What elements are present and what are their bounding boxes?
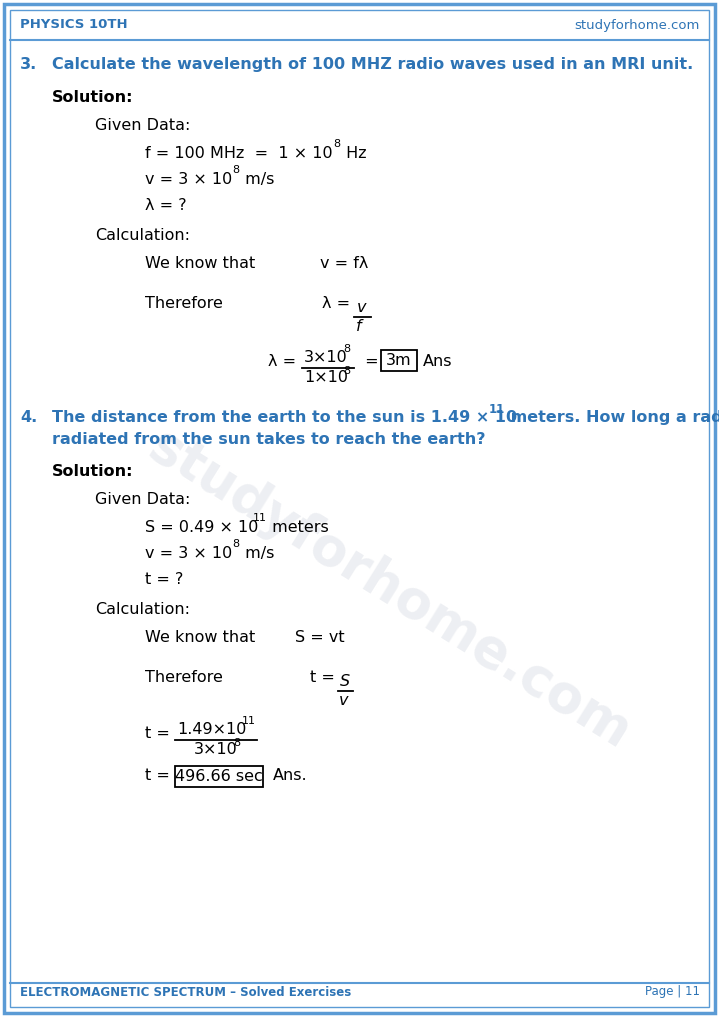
Text: S = 0.49 × 10: S = 0.49 × 10	[145, 520, 258, 535]
Text: 496.66 sec: 496.66 sec	[175, 769, 263, 784]
Text: f: f	[356, 319, 362, 334]
Text: Given Data:: Given Data:	[95, 118, 191, 133]
Text: t =: t =	[145, 726, 175, 741]
Text: 3×10: 3×10	[304, 350, 348, 365]
Text: Therefore: Therefore	[145, 296, 223, 311]
Text: f = 100 MHz  =  1 × 10: f = 100 MHz = 1 × 10	[145, 146, 333, 161]
Text: 8: 8	[333, 139, 340, 149]
Text: S: S	[340, 674, 350, 689]
Text: meters. How long a radio pulse: meters. How long a radio pulse	[505, 410, 719, 425]
Text: meters: meters	[267, 520, 329, 535]
Text: v = 3 × 10: v = 3 × 10	[145, 172, 232, 187]
Text: 8: 8	[343, 366, 350, 376]
Text: λ = ?: λ = ?	[145, 198, 187, 213]
Text: t = ?: t = ?	[145, 572, 183, 587]
Text: t =: t =	[310, 670, 340, 685]
Text: m/s: m/s	[240, 172, 275, 187]
Text: Calculation:: Calculation:	[95, 602, 190, 617]
Text: We know that: We know that	[145, 630, 255, 645]
Text: Solution:: Solution:	[52, 89, 134, 105]
Text: Solution:: Solution:	[52, 464, 134, 479]
Text: Ans: Ans	[423, 354, 452, 369]
Text: studyforhome.com: studyforhome.com	[574, 18, 700, 32]
Text: Calculation:: Calculation:	[95, 228, 190, 243]
Text: PHYSICS 10TH: PHYSICS 10TH	[20, 18, 128, 32]
Text: v: v	[339, 693, 349, 708]
Text: radiated from the sun takes to reach the earth?: radiated from the sun takes to reach the…	[52, 432, 485, 447]
Text: 8: 8	[232, 165, 239, 175]
Text: Given Data:: Given Data:	[95, 492, 191, 507]
Text: Therefore: Therefore	[145, 670, 223, 685]
Text: 8: 8	[232, 539, 239, 549]
Text: v = fλ: v = fλ	[320, 256, 368, 271]
Text: 8: 8	[343, 344, 350, 354]
Text: λ =: λ =	[268, 354, 301, 369]
Text: 8: 8	[233, 738, 240, 747]
Text: m/s: m/s	[240, 546, 275, 561]
Text: 3m: 3m	[386, 353, 412, 368]
Text: Calculate the wavelength of 100 MHZ radio waves used in an MRI unit.: Calculate the wavelength of 100 MHZ radi…	[52, 57, 693, 72]
Text: 3.: 3.	[20, 57, 37, 72]
Text: v: v	[357, 300, 367, 315]
Text: =: =	[360, 354, 384, 369]
Text: Page | 11: Page | 11	[645, 985, 700, 999]
Text: t =: t =	[145, 768, 175, 783]
Text: v = 3 × 10: v = 3 × 10	[145, 546, 232, 561]
Text: Ans.: Ans.	[273, 768, 308, 783]
Text: 1.49×10: 1.49×10	[177, 722, 247, 737]
Text: 11: 11	[253, 513, 267, 523]
Text: S = vt: S = vt	[295, 630, 344, 645]
Text: 11: 11	[489, 403, 505, 416]
Text: 4.: 4.	[20, 410, 37, 425]
Text: studyforhome.com: studyforhome.com	[139, 420, 641, 760]
Text: ELECTROMAGNETIC SPECTRUM – Solved Exercises: ELECTROMAGNETIC SPECTRUM – Solved Exerci…	[20, 985, 352, 999]
Text: 1×10: 1×10	[304, 370, 348, 385]
Text: 3×10: 3×10	[194, 742, 238, 757]
Text: We know that: We know that	[145, 256, 255, 271]
Text: 11: 11	[242, 716, 256, 726]
Bar	[381, 350, 417, 371]
Text: The distance from the earth to the sun is 1.49 × 10: The distance from the earth to the sun i…	[52, 410, 517, 425]
Text: Hz: Hz	[341, 146, 367, 161]
Bar	[175, 766, 263, 787]
Text: λ =: λ =	[322, 296, 355, 311]
